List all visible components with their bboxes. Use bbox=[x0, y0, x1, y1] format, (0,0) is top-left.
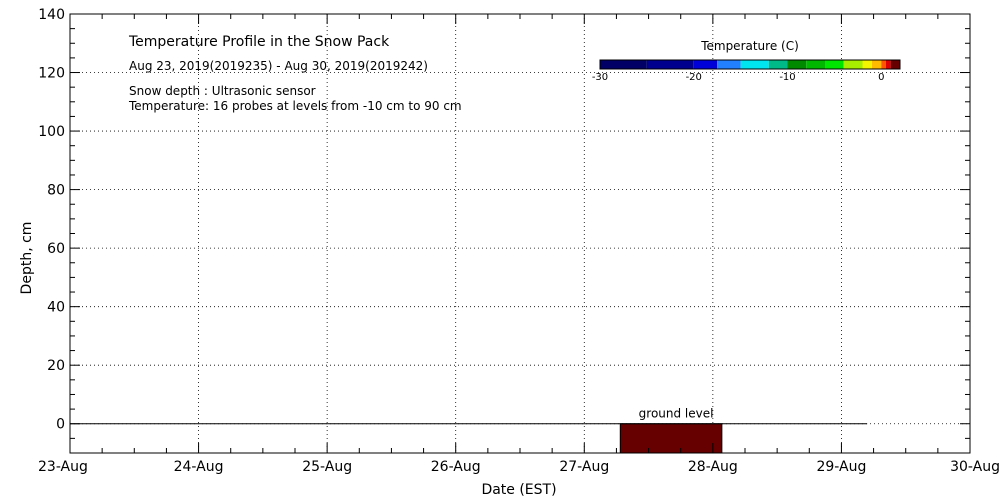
y-tick-label: 80 bbox=[47, 183, 65, 199]
x-tick-label: 30-Aug bbox=[950, 459, 1000, 475]
note-snow-depth: Snow depth : Ultrasonic sensor bbox=[129, 84, 316, 98]
colorbar-tick-label: 0 bbox=[878, 72, 884, 83]
y-tick-label: 0 bbox=[56, 417, 65, 433]
colorbar-band bbox=[871, 60, 882, 69]
colorbar-band bbox=[787, 60, 807, 69]
x-axis-label: Date (EST) bbox=[481, 482, 556, 498]
colorbar-band bbox=[717, 60, 741, 69]
x-tick-label: 23-Aug bbox=[38, 459, 88, 475]
colorbar-band bbox=[693, 60, 718, 69]
colorbar-band bbox=[881, 60, 886, 69]
colorbar-band bbox=[825, 60, 844, 69]
y-tick-label: 100 bbox=[38, 124, 65, 140]
colorbar-bands bbox=[599, 59, 901, 70]
x-tick-label: 27-Aug bbox=[559, 459, 609, 475]
colorbar-frame bbox=[599, 59, 901, 70]
colorbar-tick-label: -20 bbox=[686, 72, 702, 83]
colorbar-title: Temperature (C) bbox=[700, 39, 799, 53]
x-tick-label: 28-Aug bbox=[688, 459, 738, 475]
colorbar-band bbox=[885, 60, 891, 69]
y-axis-label: Depth, cm bbox=[19, 222, 35, 295]
y-tick-label: 120 bbox=[38, 66, 65, 82]
y-tick-label: 60 bbox=[47, 241, 65, 257]
ground-level-label: ground level bbox=[639, 407, 714, 421]
colorbar-band bbox=[806, 60, 825, 69]
heatmap-cells bbox=[619, 423, 723, 454]
x-tick-label: 29-Aug bbox=[816, 459, 866, 475]
colorbar-band bbox=[768, 60, 788, 69]
x-tick-label: 26-Aug bbox=[431, 459, 481, 475]
y-tick-label: 140 bbox=[38, 7, 65, 23]
colorbar-tick-label: -10 bbox=[779, 72, 795, 83]
x-tick-label: 25-Aug bbox=[302, 459, 352, 475]
chart-subtitle: Aug 23, 2019(2019235) - Aug 30, 2019(201… bbox=[129, 59, 428, 73]
colorbar-tick-label: -30 bbox=[592, 72, 608, 83]
colorbar-band bbox=[600, 60, 647, 69]
y-tick-label: 20 bbox=[47, 358, 65, 374]
colorbar-band bbox=[862, 60, 872, 69]
axis-ticks bbox=[69, 13, 971, 454]
x-tick-labels: 23-Aug 24-Aug 25-Aug 26-Aug 27-Aug 28-Aug 29-A… bbox=[38, 459, 1000, 475]
heatmap-cell bbox=[619, 423, 723, 454]
temperature-colorbar: Temperature (C) -30 -20 -10 0 bbox=[592, 39, 901, 83]
y-tick-labels: 0 20 40 60 80 100 120 140 bbox=[38, 7, 65, 433]
colorbar-band bbox=[646, 60, 694, 69]
note-temperature-probes: Temperature: 16 probes at levels from -1… bbox=[128, 99, 462, 113]
colorbar-ticks: -30 -20 -10 0 bbox=[592, 72, 885, 83]
chart-title: Temperature Profile in the Snow Pack bbox=[128, 34, 390, 50]
colorbar-band bbox=[740, 60, 769, 69]
plot-frame bbox=[69, 13, 971, 454]
grid-layer bbox=[70, 14, 970, 453]
y-tick-label: 40 bbox=[47, 300, 65, 316]
x-tick-label: 24-Aug bbox=[174, 459, 224, 475]
colorbar-band bbox=[843, 60, 863, 69]
colorbar-band bbox=[890, 60, 900, 69]
